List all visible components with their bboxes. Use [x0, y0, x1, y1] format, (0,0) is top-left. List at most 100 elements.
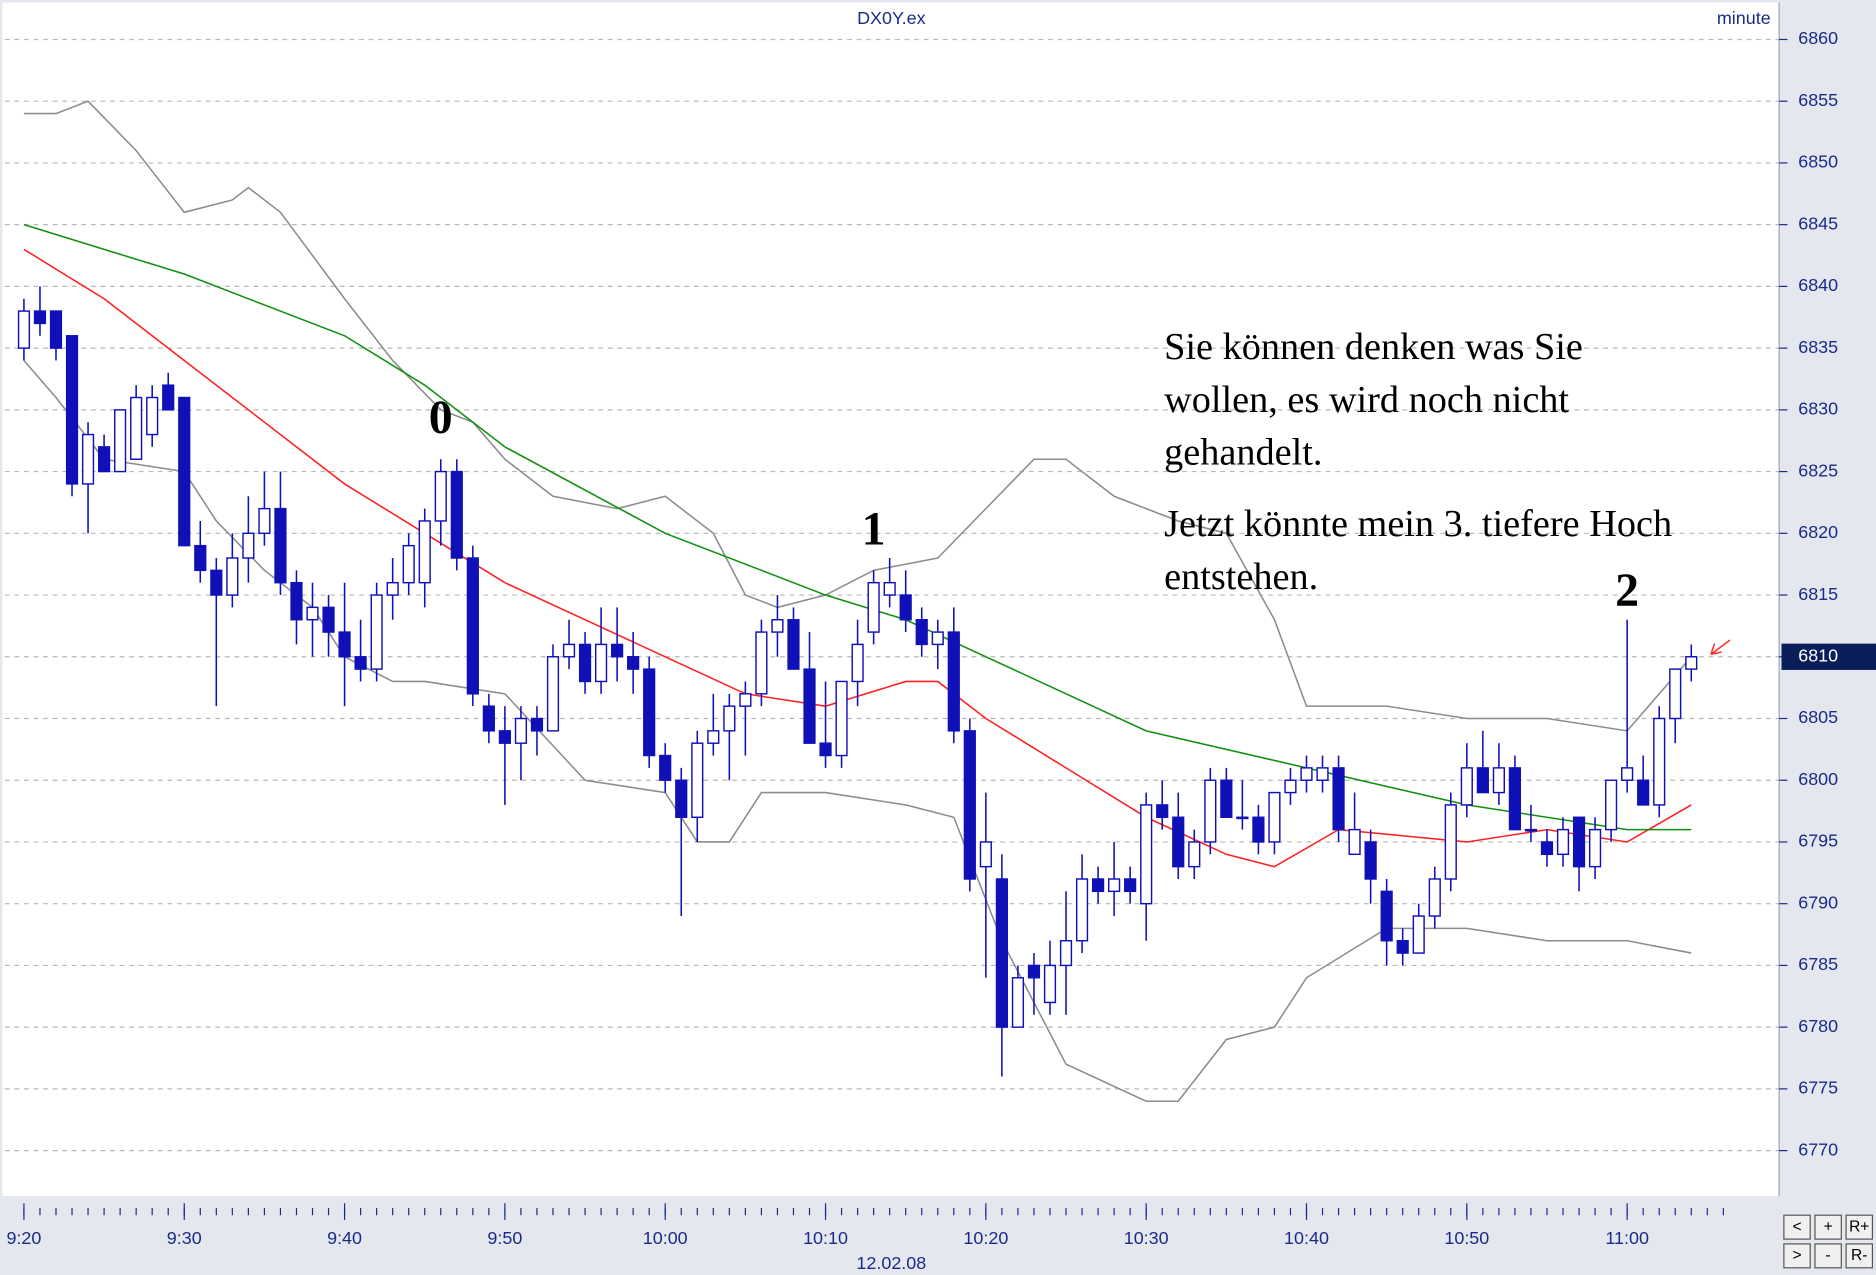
- candle-body: [1156, 804, 1169, 818]
- y-tick-label: 6780: [1798, 1016, 1838, 1036]
- y-tick-label: 6770: [1798, 1139, 1838, 1159]
- candle-body: [931, 631, 944, 646]
- candle-body: [1124, 878, 1137, 893]
- y-tick-label: 6840: [1798, 275, 1838, 295]
- candle-body: [1460, 767, 1473, 806]
- candle-body: [707, 730, 720, 744]
- candle-body: [1605, 779, 1618, 831]
- zoom-button[interactable]: [1814, 1214, 1842, 1240]
- candle-body: [1492, 767, 1505, 794]
- interval: minute: [1717, 8, 1771, 28]
- candle-body: [594, 643, 608, 683]
- zoom-button[interactable]: [1814, 1243, 1842, 1269]
- candle-body: [162, 384, 175, 411]
- y-tick-label: 6825: [1798, 460, 1838, 480]
- indicator-line: [23, 100, 1692, 732]
- candle-body: [819, 742, 832, 757]
- candle-body: [1284, 779, 1297, 794]
- candle-body: [691, 742, 704, 818]
- y-tick-label: 6845: [1798, 213, 1838, 233]
- indicator-line: [23, 223, 1692, 831]
- candle-body: [963, 730, 976, 880]
- candle-body: [771, 619, 784, 633]
- y-tick-label: 6855: [1798, 90, 1838, 110]
- candle-body: [1556, 828, 1570, 856]
- candle-body: [81, 433, 95, 485]
- candle-body: [835, 680, 848, 757]
- candle-body: [739, 693, 752, 707]
- candle-body: [1140, 804, 1153, 905]
- x-tick-label: 9:50: [487, 1228, 522, 1248]
- plot-area: [2, 2, 1780, 1197]
- candle-body: [370, 594, 383, 670]
- candle-body: [1508, 767, 1522, 831]
- zoom-button-label: R+: [1849, 1218, 1869, 1235]
- zoom-button-label: -: [1826, 1247, 1831, 1264]
- wave-label: 1: [862, 502, 886, 555]
- candle-body: [995, 878, 1008, 1028]
- candle-body: [1172, 816, 1185, 868]
- candle-body: [49, 310, 63, 349]
- candle-body: [643, 668, 656, 757]
- candle-body: [803, 668, 816, 744]
- date-label: 12.02.08: [856, 1253, 926, 1273]
- y-tick-label: 6785: [1798, 954, 1838, 974]
- wave-label: 2: [1615, 564, 1639, 617]
- x-tick-label: 9:20: [6, 1228, 41, 1248]
- x-tick-label: 10:10: [803, 1228, 848, 1248]
- candle-body: [210, 569, 223, 596]
- y-tick-label: 6775: [1798, 1078, 1838, 1098]
- price-arrow: [1710, 639, 1731, 656]
- last-price-label: 6810: [1798, 646, 1838, 666]
- chart-title: DX0Y.ex: [857, 8, 926, 28]
- zoom-button[interactable]: [1783, 1214, 1811, 1240]
- candle-body: [1332, 767, 1345, 831]
- candle-body: [1444, 804, 1457, 880]
- x-tick-label: 10:20: [963, 1228, 1008, 1248]
- candle-body: [354, 656, 367, 670]
- zoom-button[interactable]: [1845, 1243, 1874, 1269]
- candle-body: [258, 507, 271, 535]
- zoom-button-label: <: [1792, 1218, 1801, 1235]
- candle-body: [1588, 828, 1602, 868]
- note-line: Sie können denken was Sie: [1164, 326, 1583, 368]
- zoom-button[interactable]: [1783, 1243, 1811, 1269]
- y-tick-label: 6860: [1798, 28, 1838, 48]
- candle-body: [498, 730, 511, 744]
- candle-body: [274, 507, 287, 584]
- candle-body: [1108, 878, 1121, 893]
- candle-body: [146, 396, 159, 436]
- x-tick-label: 10:40: [1284, 1228, 1329, 1248]
- candle-body: [787, 619, 800, 670]
- zoom-button[interactable]: [1845, 1214, 1874, 1240]
- candle-body: [530, 717, 544, 732]
- candle-body: [338, 631, 351, 658]
- candle-body: [97, 446, 111, 473]
- candle-body: [979, 841, 992, 868]
- candle-body: [1220, 779, 1233, 818]
- candle-body: [1300, 767, 1313, 781]
- candle-body: [1011, 977, 1025, 1028]
- candle-body: [290, 581, 303, 621]
- candle-body: [386, 581, 399, 596]
- y-tick-label: 6805: [1798, 707, 1838, 727]
- candle-body: [1204, 779, 1217, 843]
- candle-body: [178, 396, 191, 547]
- zoom-button-label: R-: [1851, 1247, 1867, 1264]
- note-line: entstehen.: [1164, 556, 1318, 598]
- candle-body: [723, 705, 736, 732]
- candle-body: [1428, 878, 1441, 917]
- candle-body: [755, 631, 768, 695]
- candle-body: [1572, 816, 1586, 868]
- last-price-box: [1781, 643, 1876, 670]
- zoom-button-label: +: [1824, 1218, 1833, 1235]
- note-line: wollen, es wird noch nicht: [1164, 379, 1569, 421]
- candle-body: [1268, 791, 1281, 843]
- y-tick-label: 6795: [1798, 831, 1838, 851]
- candle-body: [306, 606, 319, 621]
- candle-body: [450, 470, 463, 559]
- candle-body: [611, 643, 624, 658]
- candle-body: [130, 396, 143, 460]
- candle-body: [322, 606, 335, 633]
